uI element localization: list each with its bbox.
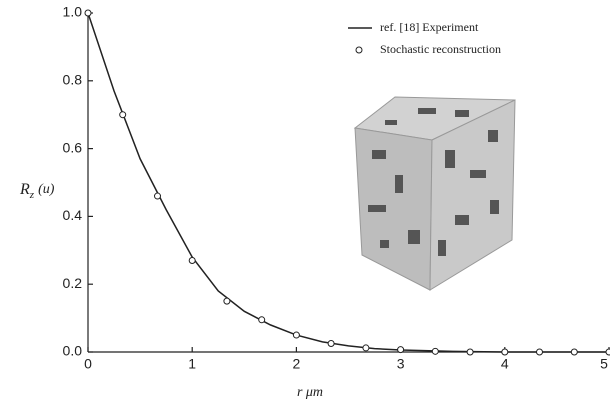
y-tick-label: 0.8 — [63, 72, 83, 88]
y-axis-label: Rz(u) — [19, 181, 55, 201]
data-point — [467, 349, 473, 355]
y-tick-label: 0.0 — [63, 343, 83, 359]
x-axis-label: r μm — [297, 385, 323, 400]
x-tick-label: 3 — [397, 356, 405, 372]
y-label-argument: (u) — [38, 182, 55, 197]
data-point — [328, 341, 334, 347]
data-point — [571, 349, 577, 355]
y-tick-label: 0.6 — [63, 139, 83, 155]
data-line — [88, 13, 609, 352]
data-point — [606, 349, 610, 355]
legend-marker — [356, 47, 362, 53]
data-point — [398, 347, 404, 353]
y-tick-label: 0.4 — [63, 207, 83, 223]
y-label-subscript: z — [29, 189, 35, 201]
x-tick-label: 5 — [600, 356, 608, 372]
x-tick-label: 0 — [84, 356, 92, 372]
chart: r μm Rz(u) 0 1 2 3 4 5 0.0 0.2 0.4 0.6 0.8 1.0 ref. … — [0, 0, 610, 407]
data-point — [432, 348, 438, 354]
x-tick-label: 4 — [501, 356, 509, 372]
data-point — [293, 332, 299, 338]
data-point — [120, 112, 126, 118]
data-point — [259, 317, 265, 323]
data-point — [155, 193, 161, 199]
data-point — [363, 345, 369, 351]
legend-label: ref. [18] Experiment — [380, 20, 479, 34]
legend-label: Stochastic reconstruction — [380, 42, 501, 56]
y-tick-label: 1.0 — [63, 4, 83, 20]
data-point — [536, 349, 542, 355]
data-point — [224, 298, 230, 304]
data-point — [189, 257, 195, 263]
x-tick-label: 2 — [293, 356, 301, 372]
data-point — [502, 349, 508, 355]
x-tick-label: 1 — [188, 356, 196, 372]
y-tick-label: 0.2 — [63, 275, 83, 291]
y-label-symbol: R — [19, 181, 30, 198]
data-point — [85, 10, 91, 16]
cube-illustration — [355, 97, 515, 290]
